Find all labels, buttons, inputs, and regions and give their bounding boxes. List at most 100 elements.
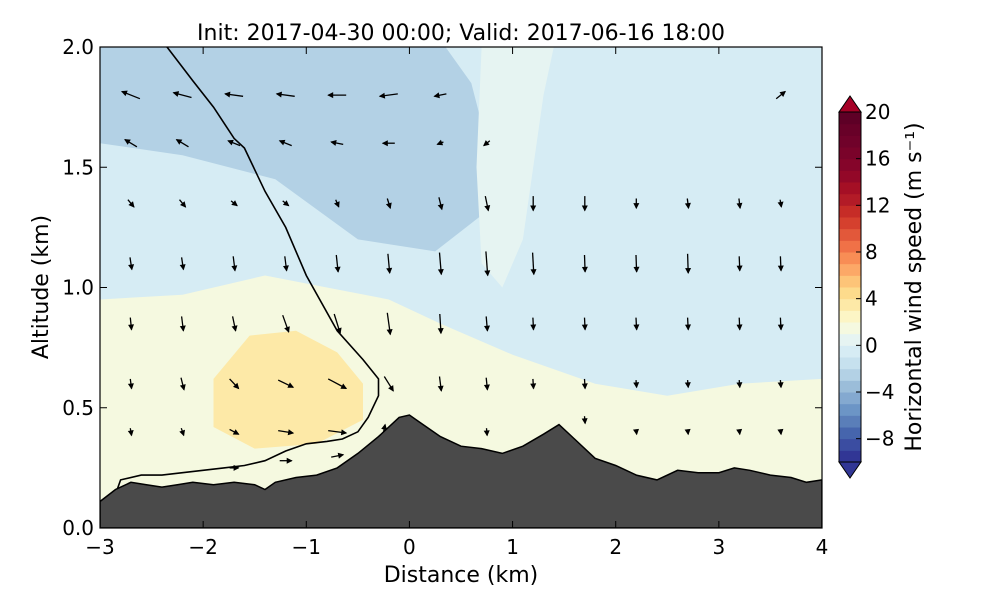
- wind-vector: [633, 254, 640, 273]
- wind-vector: [231, 256, 238, 272]
- colorbar-segment: [839, 275, 861, 288]
- colorbar-segment: [839, 240, 861, 253]
- colorbar-tick-label: 8: [865, 240, 878, 264]
- colorbar-tick-label: 20: [865, 100, 890, 124]
- colorbar-tick-label: −8: [865, 427, 894, 451]
- wind-vector: [278, 429, 295, 436]
- field-region-right-weak-positive: [476, 47, 554, 288]
- terrain: [100, 414, 822, 528]
- colorbar-segment: [839, 450, 861, 463]
- wind-vector: [437, 197, 444, 211]
- colorbar-segment: [839, 158, 861, 171]
- wind-vector: [283, 256, 289, 272]
- wind-vector: [279, 457, 293, 464]
- wind-vector: [229, 428, 240, 435]
- x-tick-label: −2: [188, 535, 217, 559]
- x-tick-label: 1: [506, 535, 519, 559]
- wind-vector: [437, 252, 444, 276]
- wind-vector: [127, 199, 135, 208]
- colorbar-segment: [839, 345, 861, 358]
- x-tick-label: −3: [85, 535, 114, 559]
- colorbar-segment: [839, 112, 861, 125]
- colorbar-segment: [839, 263, 861, 276]
- wind-vector: [179, 316, 186, 332]
- colorbar-segment: [839, 298, 861, 311]
- wind-vector: [275, 91, 295, 98]
- wind-speed-field: [100, 47, 822, 528]
- wind-vector: [581, 196, 588, 212]
- wind-vector: [684, 198, 691, 210]
- wind-vector: [684, 380, 691, 389]
- y-axis: 0.0 0.5 1.0 1.5 2.0: [62, 35, 822, 540]
- colorbar-tick-label: 0: [865, 333, 878, 357]
- y-tick-label: 1.5: [62, 155, 94, 179]
- wind-vector: [124, 139, 138, 148]
- wind-vector: [230, 200, 238, 207]
- colorbar-segment: [839, 438, 861, 451]
- wind-vector: [483, 377, 490, 391]
- wind-vector: [436, 139, 444, 146]
- wind-vectors: [121, 90, 786, 471]
- colorbar-tick-label: −4: [865, 380, 894, 404]
- wind-vector: [484, 195, 491, 212]
- y-tick-label: 0.5: [62, 396, 94, 420]
- wind-vector: [128, 317, 134, 331]
- wind-vector: [179, 427, 185, 437]
- wind-vector: [483, 140, 491, 147]
- colorbar-segment: [839, 228, 861, 241]
- y-tick-label: 2.0: [62, 35, 94, 59]
- wind-vector: [777, 380, 784, 389]
- wind-vector: [437, 376, 444, 392]
- y-axis-label: Altitude (km): [29, 215, 54, 359]
- wind-vector: [777, 256, 784, 272]
- wind-vector: [685, 253, 692, 274]
- wind-vector: [437, 313, 444, 335]
- wind-vector: [179, 257, 186, 271]
- x-tick-label: 0: [403, 535, 416, 559]
- wind-vector: [777, 428, 784, 436]
- wind-vector: [327, 92, 347, 99]
- colorbar-segment: [839, 147, 861, 160]
- colorbar-segment: [839, 333, 861, 346]
- wind-vector: [378, 92, 398, 99]
- wind-vector: [277, 379, 295, 388]
- colorbar-segment: [839, 205, 861, 218]
- x-tick-label: 3: [712, 535, 725, 559]
- wind-vector: [334, 199, 340, 208]
- wind-vector: [175, 139, 189, 148]
- wind-vector: [775, 90, 786, 100]
- colorbar-segment: [839, 322, 861, 335]
- colorbar-tick-label: 4: [865, 287, 878, 311]
- wind-vector: [231, 316, 238, 332]
- y-tick-label: 1.0: [62, 276, 94, 300]
- wind-vector: [633, 317, 640, 331]
- wind-vector: [484, 316, 490, 332]
- x-tick-label: 2: [609, 535, 622, 559]
- colorbar-label: Horizontal wind speed (m s⁻¹): [902, 122, 927, 451]
- wind-vector: [333, 313, 342, 335]
- chart-title: Init: 2017-04-30 00:00; Valid: 2017-06-1…: [197, 21, 725, 46]
- wind-vector: [736, 428, 743, 436]
- colorbar-extend-min: [838, 461, 862, 479]
- wind-vector: [121, 90, 141, 100]
- trajectory-line: [114, 47, 380, 495]
- x-tick-label: 4: [816, 535, 829, 559]
- wind-vector: [227, 139, 241, 147]
- colorbar-segment: [839, 170, 861, 183]
- wind-vector: [229, 378, 240, 390]
- wind-vector: [736, 198, 743, 210]
- wind-vector: [381, 140, 395, 147]
- wind-vector: [172, 91, 192, 99]
- wind-vector: [736, 317, 743, 331]
- wind-vector: [530, 317, 537, 331]
- x-axis-label: Distance (km): [384, 563, 539, 588]
- wind-vector: [530, 252, 537, 276]
- wind-vector: [282, 314, 290, 333]
- wind-vector: [386, 312, 393, 336]
- colorbar-segment: [839, 193, 861, 206]
- colorbar-segment: [839, 380, 861, 393]
- wind-vector: [330, 140, 344, 146]
- wind-vector: [530, 378, 537, 390]
- colorbar-segment: [839, 368, 861, 381]
